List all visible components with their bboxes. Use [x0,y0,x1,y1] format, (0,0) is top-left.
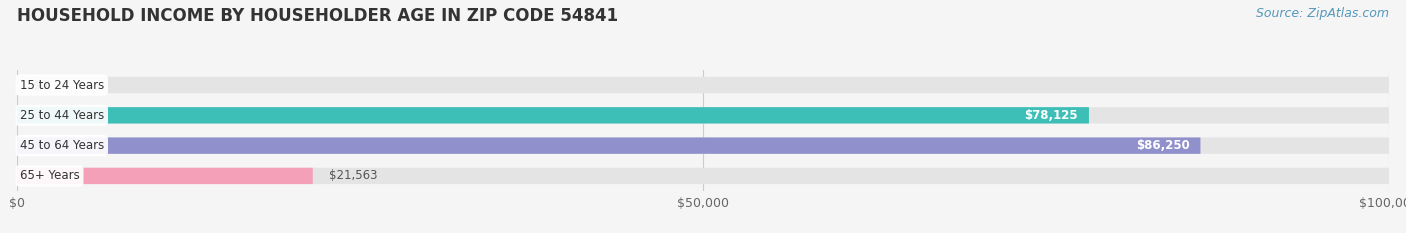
FancyBboxPatch shape [17,168,1389,184]
Text: 45 to 64 Years: 45 to 64 Years [20,139,104,152]
FancyBboxPatch shape [17,107,1389,123]
FancyBboxPatch shape [17,168,312,184]
FancyBboxPatch shape [17,137,1201,154]
Text: $78,125: $78,125 [1025,109,1078,122]
Text: Source: ZipAtlas.com: Source: ZipAtlas.com [1256,7,1389,20]
FancyBboxPatch shape [17,107,1090,123]
FancyBboxPatch shape [17,137,1389,154]
Text: 15 to 24 Years: 15 to 24 Years [20,79,104,92]
Text: $86,250: $86,250 [1136,139,1189,152]
Text: 25 to 44 Years: 25 to 44 Years [20,109,104,122]
Text: HOUSEHOLD INCOME BY HOUSEHOLDER AGE IN ZIP CODE 54841: HOUSEHOLD INCOME BY HOUSEHOLDER AGE IN Z… [17,7,619,25]
Text: $0: $0 [34,79,48,92]
FancyBboxPatch shape [17,77,1389,93]
Text: 65+ Years: 65+ Years [20,169,79,182]
Text: $21,563: $21,563 [329,169,378,182]
